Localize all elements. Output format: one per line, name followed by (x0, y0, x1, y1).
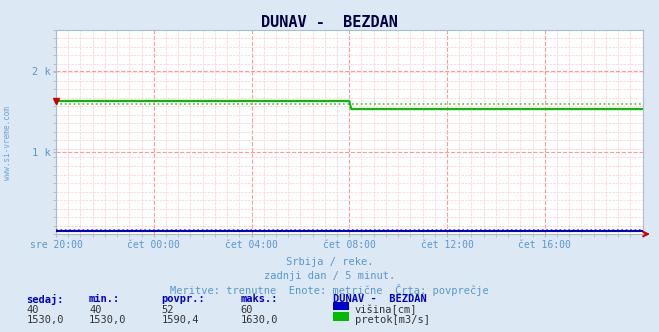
Text: 1530,0: 1530,0 (26, 315, 64, 325)
Text: 40: 40 (89, 305, 101, 315)
Text: 1590,4: 1590,4 (161, 315, 199, 325)
Text: min.:: min.: (89, 294, 120, 304)
Text: 60: 60 (241, 305, 253, 315)
Text: 40: 40 (26, 305, 39, 315)
Text: DUNAV -  BEZDAN: DUNAV - BEZDAN (261, 15, 398, 30)
Text: maks.:: maks.: (241, 294, 278, 304)
Text: 1530,0: 1530,0 (89, 315, 127, 325)
Text: pretok[m3/s]: pretok[m3/s] (355, 315, 430, 325)
Text: Srbija / reke.: Srbija / reke. (286, 257, 373, 267)
Text: Meritve: trenutne  Enote: metrične  Črta: povprečje: Meritve: trenutne Enote: metrične Črta: … (170, 284, 489, 296)
Text: DUNAV -  BEZDAN: DUNAV - BEZDAN (333, 294, 426, 304)
Text: zadnji dan / 5 minut.: zadnji dan / 5 minut. (264, 271, 395, 281)
Text: 1630,0: 1630,0 (241, 315, 278, 325)
Text: povpr.:: povpr.: (161, 294, 205, 304)
Text: višina[cm]: višina[cm] (355, 305, 417, 315)
Text: www.si-vreme.com: www.si-vreme.com (3, 106, 13, 180)
Text: sedaj:: sedaj: (26, 294, 64, 305)
Text: 52: 52 (161, 305, 174, 315)
